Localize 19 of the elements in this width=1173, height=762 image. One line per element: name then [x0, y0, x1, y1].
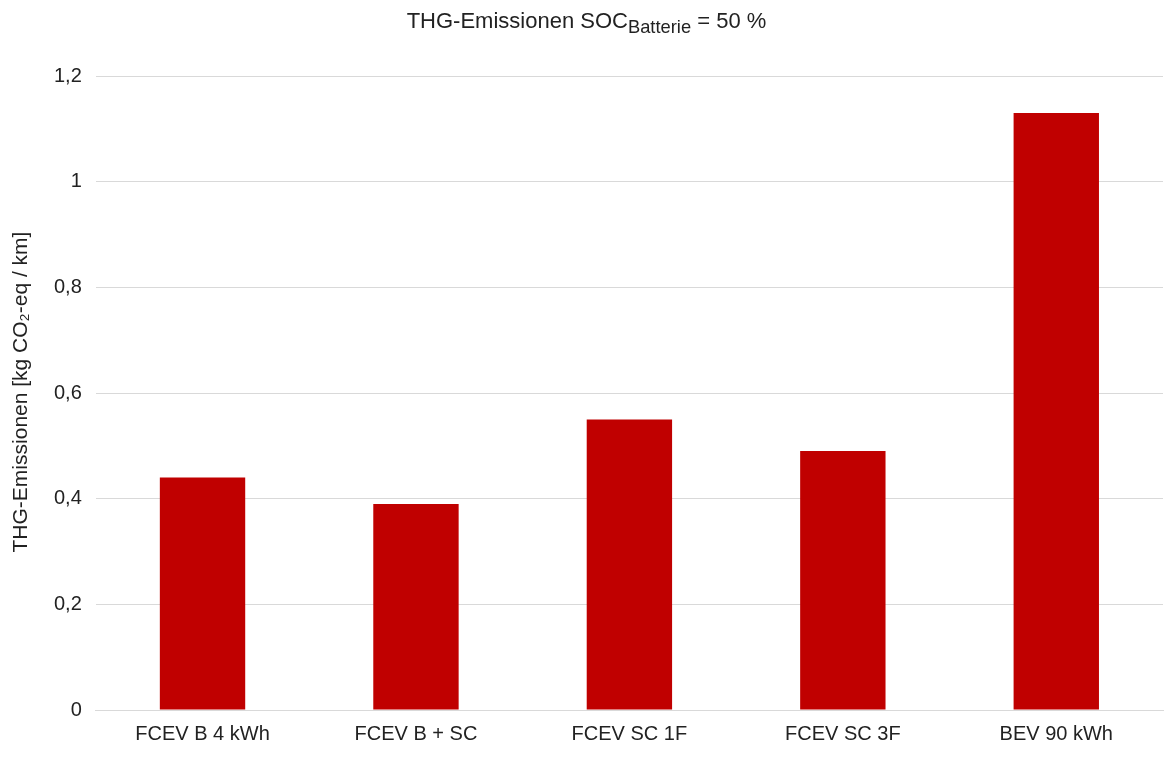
x-tick-label: FCEV B + SC: [354, 721, 478, 744]
bar: [800, 451, 886, 710]
x-tick-label: FCEV SC 1F: [571, 721, 688, 744]
y-axis-title: THG-Emissionen [kg CO₂-eq / km]: [8, 230, 32, 555]
y-tick-label: 1,2: [53, 63, 82, 86]
bar: [1013, 112, 1099, 710]
chart-title: THG-Emissionen SOC$_{Batterie}$ = 50 %: [405, 8, 768, 39]
y-tick-label: 0,6: [53, 380, 82, 403]
x-tick-label: BEV 90 kWh: [999, 721, 1113, 744]
bar: [159, 477, 246, 710]
y-tick-label: 1: [70, 169, 82, 192]
x-tick-label: FCEV B 4 kWh: [135, 721, 270, 744]
x-tick-label: FCEV SC 3F: [785, 721, 901, 744]
bar: [586, 419, 673, 710]
y-tick-label: 0,8: [53, 274, 82, 297]
y-tick-label: 0,4: [53, 486, 82, 509]
bar: [373, 503, 459, 710]
y-tick-label: 0: [70, 697, 82, 720]
y-tick-label: 0,2: [53, 591, 82, 614]
